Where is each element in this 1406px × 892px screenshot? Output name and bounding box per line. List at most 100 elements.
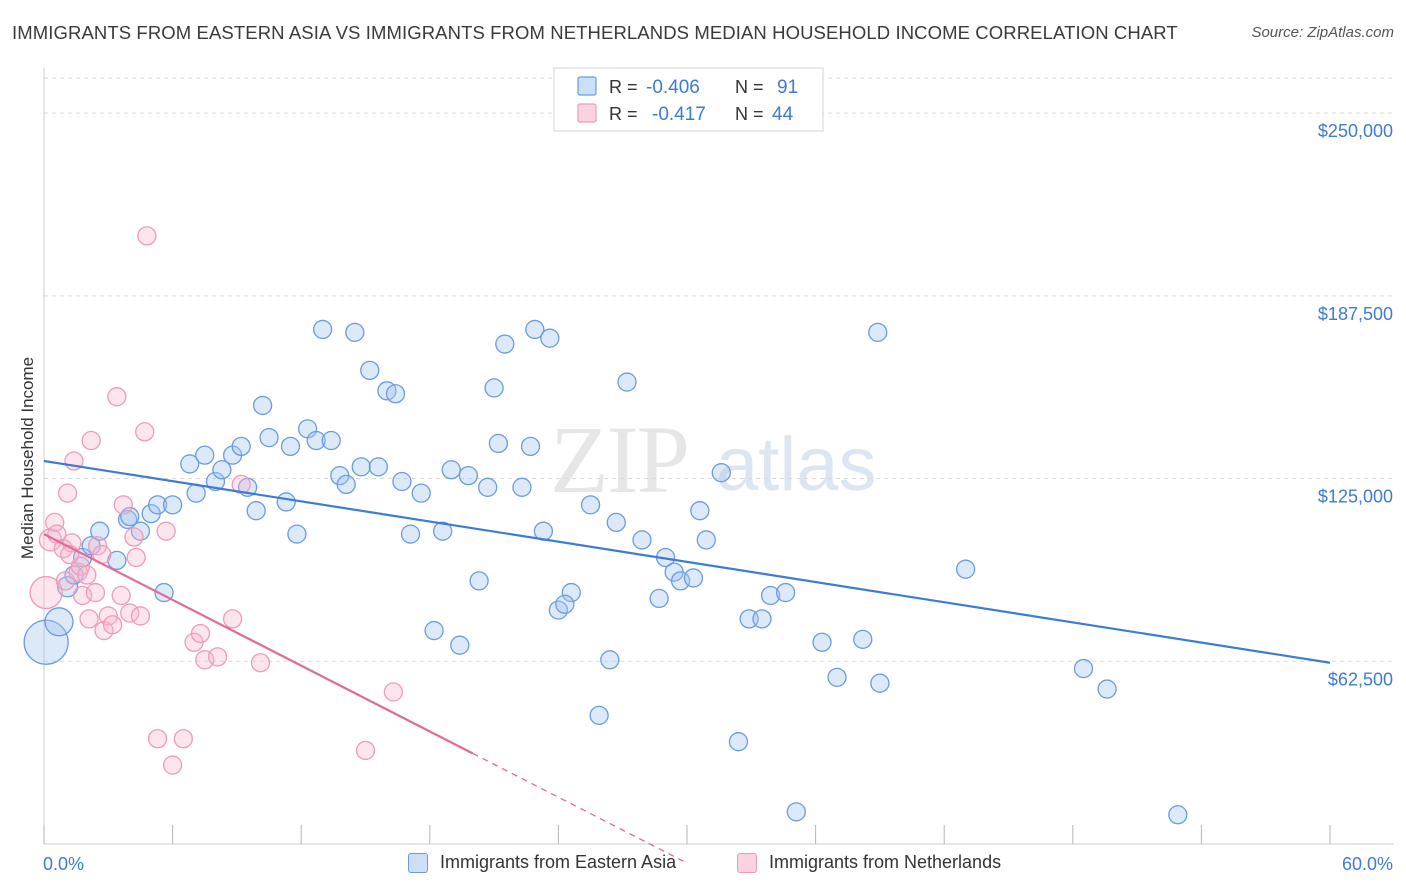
stats-legend-n-value-2: 44	[772, 104, 794, 125]
eastern-asia-point-51	[484, 378, 504, 398]
source-label: Source: ZipAtlas.com	[1251, 24, 1394, 41]
eastern-asia-point-79	[786, 802, 806, 822]
eastern-asia-point-46	[441, 460, 461, 480]
eastern-asia-point-1	[44, 607, 74, 637]
eastern-asia-point-34	[336, 474, 356, 495]
legend-item-netherlands: Immigrants from Netherlands	[737, 852, 1001, 873]
eastern-asia-point-55	[525, 319, 545, 340]
netherlands-point-6	[57, 483, 78, 503]
eastern-asia-point-80	[812, 632, 832, 652]
eastern-asia-point-45	[433, 521, 453, 541]
stats-legend-swatch-pink	[577, 103, 597, 123]
y-tick-label-0: $62,500	[1328, 669, 1393, 689]
stats-legend-n-label-1: N =	[735, 77, 764, 97]
stats-legend-r-value-1: -0.406	[646, 77, 700, 98]
eastern-asia-point-50	[478, 477, 498, 497]
netherlands-point-37	[222, 609, 243, 629]
eastern-asia-point-78	[775, 582, 796, 603]
netherlands-point-26	[126, 547, 146, 568]
legend-item-eastern-asia: Immigrants from Eastern Asia	[408, 852, 676, 873]
netherlands-point-14	[81, 430, 101, 451]
stats-legend-swatch-blue	[577, 76, 597, 96]
eastern-asia-point-59	[561, 582, 581, 603]
eastern-asia-point-73	[711, 463, 731, 483]
netherlands-point-32	[173, 729, 193, 749]
eastern-asia-point-37	[360, 360, 380, 381]
netherlands-point-36	[207, 647, 228, 667]
netherlands-point-16	[87, 536, 108, 556]
eastern-asia-point-26	[276, 492, 296, 512]
eastern-asia-point-65	[632, 530, 652, 550]
eastern-asia-point-23	[246, 501, 266, 521]
watermark-zip: ZIP	[550, 406, 688, 513]
eastern-asia-point-31	[312, 319, 333, 340]
netherlands-point-2	[45, 512, 65, 533]
bottom-legend: Immigrants from Eastern Asia Immigrants …	[0, 852, 1406, 876]
netherlands-point-23	[113, 495, 133, 515]
eastern-asia-point-89	[555, 594, 575, 614]
eastern-asia-point-21	[231, 436, 251, 457]
netherlands-point-31	[162, 755, 183, 775]
eastern-asia-point-76	[752, 609, 772, 629]
grid-lines	[44, 77, 1394, 662]
netherlands-point-21	[107, 387, 127, 407]
eastern-asia-point-66	[649, 588, 669, 609]
eastern-asia-point-84	[870, 673, 890, 693]
netherlands-point-22	[111, 585, 131, 606]
netherlands-point-41	[383, 682, 404, 702]
eastern-asia-point-6	[90, 521, 110, 541]
netherlands-point-30	[156, 521, 176, 541]
x-tick-labels: 0.0% 60.0%	[43, 854, 1393, 874]
netherlands-point-29	[147, 729, 168, 749]
eastern-asia-point-24	[252, 395, 273, 416]
stats-legend-n-value-1: 91	[777, 77, 798, 98]
eastern-asia-point-0	[23, 619, 69, 665]
eastern-asia-point-60	[580, 495, 601, 515]
eastern-asia-point-62	[600, 650, 620, 670]
eastern-asia-point-27	[280, 436, 301, 457]
eastern-asia-point-86	[1073, 658, 1094, 679]
eastern-asia-point-43	[411, 483, 431, 503]
netherlands-point-19	[98, 606, 118, 626]
series-netherlands-points	[29, 226, 404, 775]
eastern-asia-point-44	[424, 620, 444, 641]
eastern-asia-point-74	[728, 732, 749, 752]
eastern-asia-point-36	[351, 457, 371, 477]
eastern-asia-point-52	[495, 334, 515, 354]
legend-label-netherlands: Immigrants from Netherlands	[769, 852, 1002, 872]
eastern-asia-point-17	[195, 445, 215, 465]
chart-title: IMMIGRANTS FROM EASTERN ASIA VS IMMIGRAN…	[12, 22, 1178, 43]
eastern-asia-point-77	[760, 585, 781, 606]
netherlands-point-42	[137, 226, 157, 246]
y-tick-label-1: $125,000	[1318, 487, 1393, 507]
eastern-asia-point-83	[868, 322, 888, 343]
eastern-asia-point-63	[606, 512, 626, 533]
watermark: ZIP atlas	[550, 406, 877, 513]
y-axis-label: Median Household Income	[18, 357, 37, 559]
eastern-asia-point-87	[1097, 679, 1117, 699]
stats-legend-box	[553, 67, 824, 132]
eastern-asia-point-41	[392, 471, 412, 492]
eastern-asia-point-32	[321, 430, 341, 451]
netherlands-point-12	[77, 565, 97, 585]
stats-legend-r-label-1: R =	[609, 77, 638, 97]
netherlands-point-25	[124, 527, 144, 547]
netherlands-point-40	[355, 740, 376, 761]
eastern-asia-point-8	[117, 509, 138, 530]
eastern-asia-point-57	[540, 328, 560, 348]
eastern-asia-point-82	[853, 629, 873, 649]
trend-lines	[43, 459, 1331, 864]
x-tick-label-1: 60.0%	[1342, 854, 1393, 874]
stats-legend-r-value-2: -0.417	[652, 104, 706, 125]
netherlands-trend-extension	[472, 752, 688, 864]
series-eastern-asia-points	[23, 319, 1188, 825]
eastern-asia-point-81	[827, 667, 847, 688]
y-tick-label-3: $250,000	[1318, 121, 1393, 141]
eastern-asia-point-47	[450, 635, 470, 655]
x-tick-label-0: 0.0%	[43, 854, 84, 874]
eastern-asia-point-19	[212, 460, 232, 480]
netherlands-point-15	[85, 582, 106, 603]
legend-swatch-blue	[408, 852, 428, 873]
eastern-asia-point-49	[469, 571, 489, 591]
